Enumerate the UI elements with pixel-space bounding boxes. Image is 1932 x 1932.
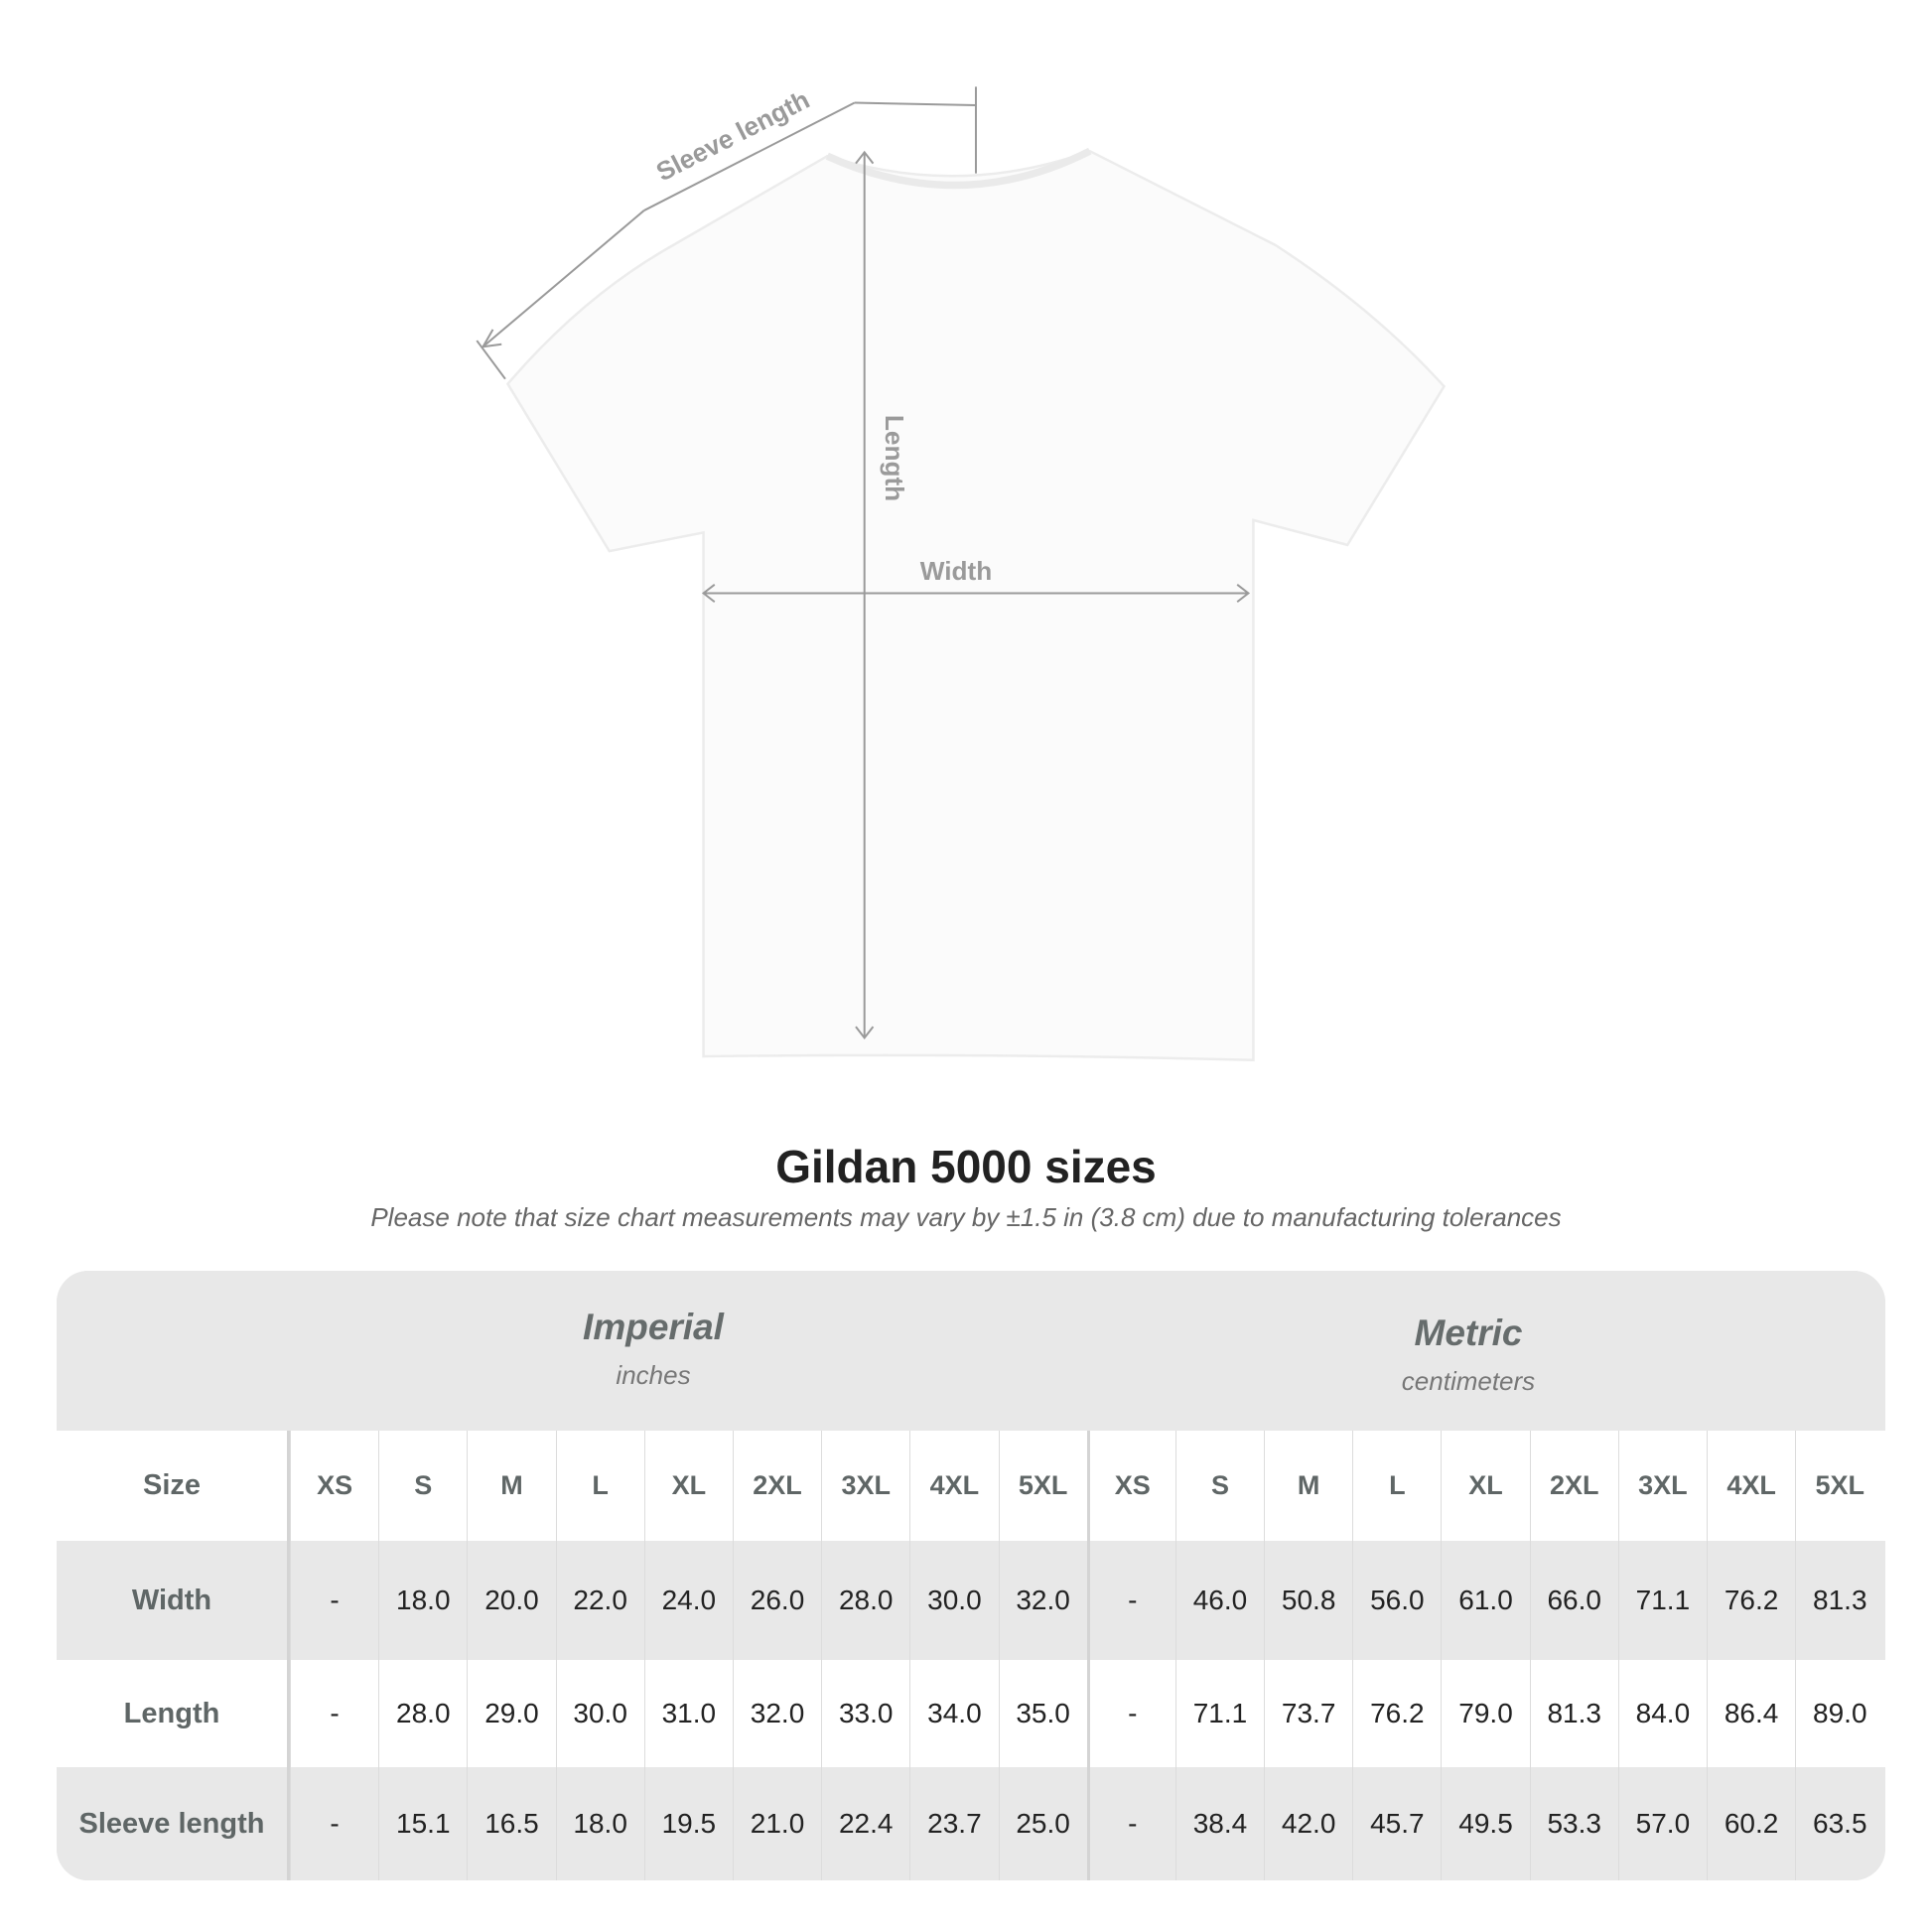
imperial-value-cell: 25.0 — [998, 1767, 1087, 1880]
imperial-value-cell: 21.0 — [732, 1767, 821, 1880]
imperial-size-header: 2XL — [732, 1431, 821, 1541]
row-label: Width — [57, 1541, 290, 1660]
imperial-value-cell: 16.5 — [467, 1767, 555, 1880]
metric-value-cell: 50.8 — [1264, 1541, 1352, 1660]
imperial-value-cell: 18.0 — [378, 1541, 467, 1660]
row-label: Size — [57, 1431, 290, 1541]
metric-value-cell: 73.7 — [1264, 1660, 1352, 1767]
unit-header-band: Imperial inches Metric centimeters — [57, 1271, 1885, 1431]
metric-value-cell: - — [1086, 1541, 1175, 1660]
imperial-value-cell: 33.0 — [821, 1660, 909, 1767]
imperial-value-cell: - — [290, 1767, 378, 1880]
imperial-value-cell: 32.0 — [732, 1660, 821, 1767]
length-arrow — [855, 150, 875, 1039]
imperial-value-cell: 35.0 — [998, 1660, 1087, 1767]
imperial-value-cell: - — [290, 1660, 378, 1767]
size-header-row: Size XS S M L XL 2XL 3XL 4XL 5XL XS S M L XL 2XL 3XL 4XL 5… — [57, 1431, 1885, 1541]
metric-value-cell: 71.1 — [1617, 1541, 1707, 1660]
table-row: Length -28.0 29.0 30.0 31.0 32.0 33.0 34.0 35.0-… — [57, 1660, 1885, 1767]
page-title: Gildan 5000 sizes — [775, 1141, 1157, 1192]
metric-value-cell: 53.3 — [1529, 1767, 1618, 1880]
metric-value-cell: 81.3 — [1795, 1541, 1883, 1660]
table-row: Width -18.0 20.0 22.0 24.0 26.0 28.0 30.0 32.0-4… — [57, 1541, 1885, 1660]
metric-value-cell: 84.0 — [1617, 1660, 1707, 1767]
metric-value-cell: 49.5 — [1441, 1767, 1529, 1880]
metric-size-header: 4XL — [1707, 1431, 1795, 1541]
metric-value-cell: - — [1086, 1660, 1175, 1767]
size-table: Imperial inches Metric centimeters Size X… — [57, 1271, 1885, 1880]
imperial-value-cell: 30.0 — [909, 1541, 998, 1660]
metric-size-header: 3XL — [1617, 1431, 1707, 1541]
metric-value-cell: 76.2 — [1352, 1660, 1441, 1767]
imperial-value-cell: 30.0 — [555, 1660, 644, 1767]
imperial-size-header: L — [555, 1431, 644, 1541]
imperial-value-cell: 26.0 — [732, 1541, 821, 1660]
imperial-value-cell: 22.0 — [555, 1541, 644, 1660]
metric-value-cell: 57.0 — [1617, 1767, 1707, 1880]
imperial-value-cell: - — [290, 1541, 378, 1660]
imperial-value-cell: 24.0 — [643, 1541, 733, 1660]
metric-value-cell: 60.2 — [1707, 1767, 1795, 1880]
metric-value-cell: 86.4 — [1707, 1660, 1795, 1767]
imperial-size-header: M — [467, 1431, 555, 1541]
row-label: Sleeve length — [57, 1767, 290, 1880]
table-row: Sleeve length -15.1 16.5 18.0 19.5 21.0 22.4 23… — [57, 1767, 1885, 1880]
metric-size-header: L — [1352, 1431, 1441, 1541]
metric-size-header: 5XL — [1795, 1431, 1883, 1541]
metric-value-cell: 76.2 — [1707, 1541, 1795, 1660]
metric-value-cell: 38.4 — [1174, 1767, 1264, 1880]
metric-value-cell: 56.0 — [1352, 1541, 1441, 1660]
length-label: Length — [880, 415, 909, 501]
metric-value-cell: 81.3 — [1529, 1660, 1618, 1767]
imperial-value-cell: 29.0 — [467, 1660, 555, 1767]
metric-header: Metric centimeters — [1171, 1312, 1766, 1397]
imperial-size-header: XS — [290, 1431, 378, 1541]
metric-value-cell: 89.0 — [1795, 1660, 1883, 1767]
metric-value-cell: 63.5 — [1795, 1767, 1883, 1880]
imperial-value-cell: 15.1 — [378, 1767, 467, 1880]
metric-size-header: M — [1264, 1431, 1352, 1541]
imperial-value-cell: 22.4 — [821, 1767, 909, 1880]
collar — [825, 147, 1092, 190]
imperial-value-cell: 19.5 — [643, 1767, 733, 1880]
tolerance-note: Please note that size chart measurements… — [370, 1202, 1562, 1232]
imperial-value-cell: 28.0 — [821, 1541, 909, 1660]
imperial-value-cell: 20.0 — [467, 1541, 555, 1660]
imperial-size-header: 4XL — [909, 1431, 998, 1541]
imperial-value-cell: 34.0 — [909, 1660, 998, 1767]
metric-value-cell: 71.1 — [1174, 1660, 1264, 1767]
metric-size-header: 2XL — [1529, 1431, 1618, 1541]
imperial-title: Imperial — [583, 1307, 724, 1347]
metric-size-header: XS — [1086, 1431, 1175, 1541]
imperial-value-cell: 28.0 — [378, 1660, 467, 1767]
metric-value-cell: 45.7 — [1352, 1767, 1441, 1880]
imperial-value-cell: 32.0 — [998, 1541, 1087, 1660]
imperial-value-cell: 31.0 — [643, 1660, 733, 1767]
width-arrow — [701, 584, 1251, 604]
imperial-size-header: 3XL — [821, 1431, 909, 1541]
metric-size-header: XL — [1441, 1431, 1529, 1541]
metric-value-cell: 66.0 — [1529, 1541, 1618, 1660]
metric-value-cell: 46.0 — [1174, 1541, 1264, 1660]
metric-value-cell: - — [1086, 1767, 1175, 1880]
metric-title: Metric — [1414, 1312, 1523, 1353]
tshirt-shape — [505, 149, 1447, 1062]
width-label: Width — [920, 556, 992, 586]
imperial-size-header: 5XL — [998, 1431, 1087, 1541]
metric-value-cell: 61.0 — [1441, 1541, 1529, 1660]
sleeve-arrow — [476, 86, 977, 380]
imperial-value-cell: 18.0 — [555, 1767, 644, 1880]
row-label: Length — [57, 1660, 290, 1767]
metric-value-cell: 42.0 — [1264, 1767, 1352, 1880]
metric-unit: centimeters — [1401, 1366, 1536, 1396]
metric-value-cell: 79.0 — [1441, 1660, 1529, 1767]
imperial-header: Imperial inches — [355, 1307, 951, 1391]
imperial-size-header: S — [378, 1431, 467, 1541]
metric-size-header: S — [1174, 1431, 1264, 1541]
imperial-size-header: XL — [643, 1431, 733, 1541]
imperial-value-cell: 23.7 — [909, 1767, 998, 1880]
imperial-unit: inches — [616, 1360, 691, 1390]
